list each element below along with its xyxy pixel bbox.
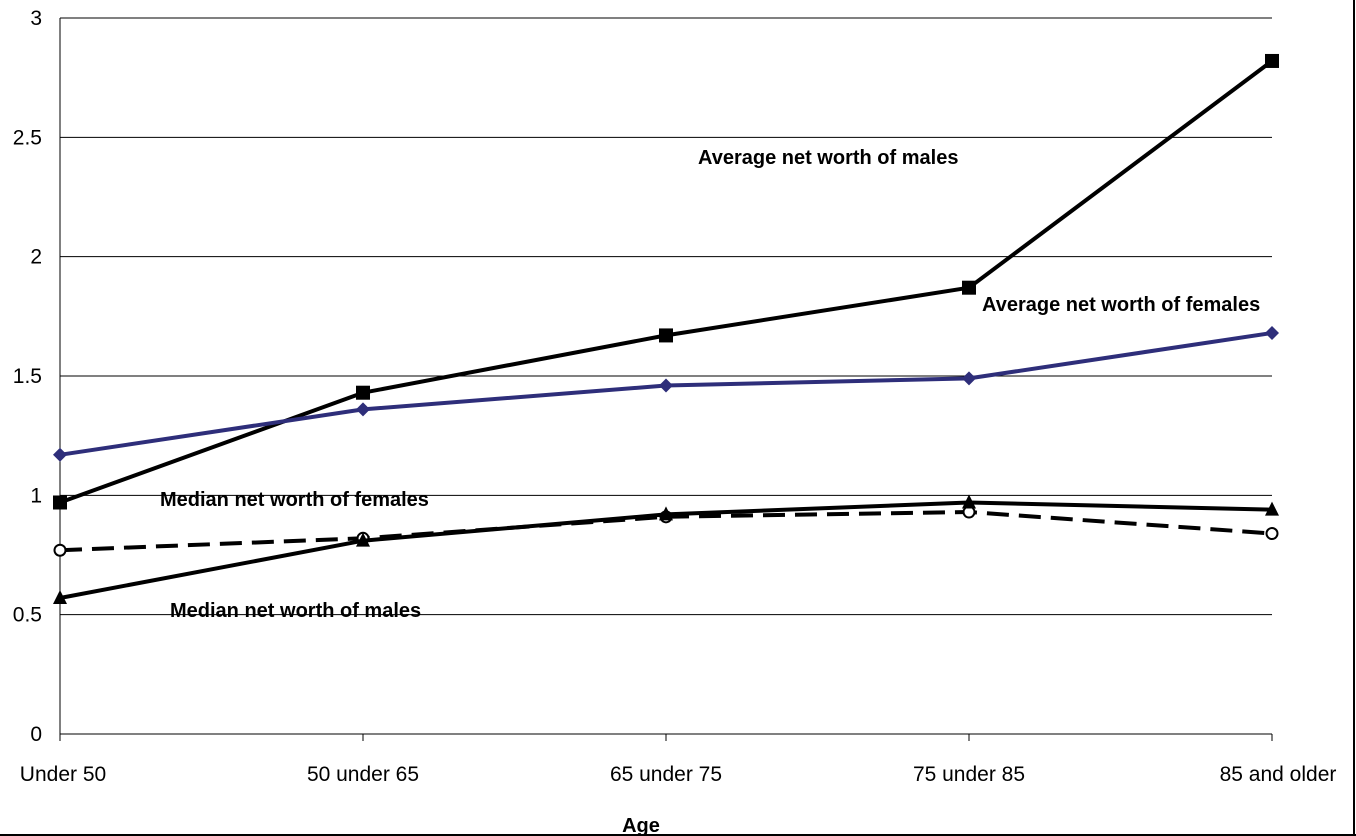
series <box>53 53 1279 604</box>
y-tick-label: 0.5 <box>13 604 42 627</box>
x-axis-title: Age <box>622 815 660 836</box>
series-annotation-label: Median net worth of females <box>160 489 429 511</box>
x-tick-label: 75 under 85 <box>913 763 1025 786</box>
y-tick-label: 2 <box>30 246 42 269</box>
data-point-square <box>356 385 370 400</box>
x-tick-label: 85 and older <box>1220 763 1337 786</box>
data-point-diamond <box>53 447 67 462</box>
data-point-square <box>659 328 673 343</box>
labels: 0 0.5 1 1.5 2 2.5 3 Under 50 50 under 65 65 under… <box>13 7 1337 836</box>
series-line-3 <box>59 510 1273 553</box>
x-tick-label: 50 under 65 <box>307 763 419 786</box>
data-point-diamond <box>659 378 673 393</box>
y-tick-label: 2.5 <box>13 126 42 149</box>
y-tick-label: 1 <box>30 484 42 507</box>
series-annotation-label: Average net worth of males <box>698 147 958 169</box>
data-point-diamond <box>1265 326 1279 341</box>
axes <box>59 18 1273 741</box>
y-tick-label: 1.5 <box>13 365 42 388</box>
data-point-triangle <box>962 494 976 509</box>
series-annotation-label: Average net worth of females <box>982 294 1260 316</box>
frame-bottom-border <box>0 834 1356 836</box>
x-tick-label: 65 under 75 <box>610 763 722 786</box>
data-point-triangle <box>1265 501 1279 516</box>
x-tick-label: Under 50 <box>20 763 106 786</box>
data-point-circle <box>53 543 67 557</box>
data-point-square <box>962 280 976 295</box>
data-point-triangle <box>659 506 673 521</box>
data-point-square <box>53 495 67 510</box>
series-annotation-label: Median net worth of males <box>170 600 421 622</box>
data-point-triangle <box>53 589 67 604</box>
data-point-diamond <box>356 402 370 417</box>
y-tick-label: 3 <box>30 7 42 30</box>
data-point-diamond <box>962 371 976 386</box>
frame-right-border <box>1353 0 1355 836</box>
data-point-triangle <box>356 532 370 547</box>
y-tick-label: 0 <box>30 723 42 746</box>
gridlines <box>60 17 1272 616</box>
series-line-1 <box>59 59 1274 505</box>
data-point-circle <box>1265 527 1279 541</box>
data-point-square <box>1265 53 1279 68</box>
